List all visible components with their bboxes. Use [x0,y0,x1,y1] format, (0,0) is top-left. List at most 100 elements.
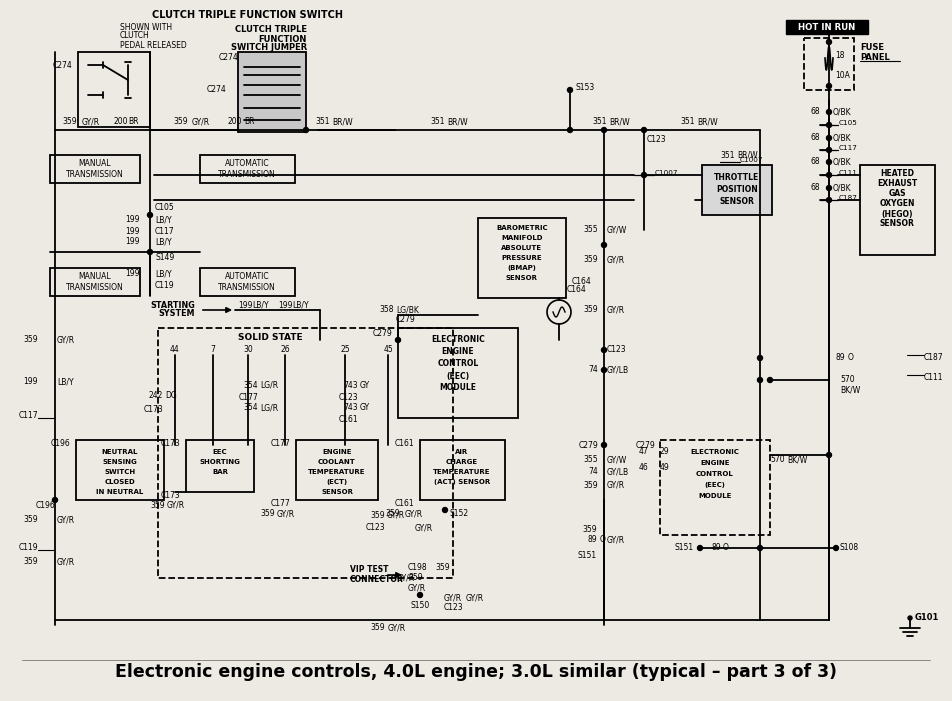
Text: AUTOMATIC
TRANSMISSION: AUTOMATIC TRANSMISSION [218,272,276,292]
Text: DG: DG [165,390,177,400]
Text: C105: C105 [839,120,858,126]
Text: GY/R: GY/R [192,118,210,126]
Text: PANEL: PANEL [860,53,890,62]
Text: MODULE: MODULE [699,493,732,499]
Circle shape [698,545,703,550]
Text: Electronic engine controls, 4.0L engine; 3.0L similar (typical – part 3 of 3): Electronic engine controls, 4.0L engine;… [115,663,837,681]
Text: 359: 359 [370,510,385,519]
Text: 199: 199 [126,215,140,224]
Text: C279: C279 [372,329,392,337]
Text: C279: C279 [635,440,655,449]
Text: C111: C111 [924,374,943,383]
Text: 18: 18 [835,50,844,60]
Text: CLUTCH: CLUTCH [120,32,149,41]
Text: ELECTRONIC: ELECTRONIC [431,336,485,344]
Text: 354: 354 [244,381,258,390]
Text: SOLID STATE: SOLID STATE [238,332,303,341]
Text: BK/W: BK/W [787,456,807,465]
Text: CLOSED: CLOSED [105,479,135,485]
Text: C187: C187 [924,353,943,362]
Text: ABSOLUTE: ABSOLUTE [502,245,543,251]
Text: 68: 68 [810,133,820,142]
Text: 359: 359 [408,573,423,583]
Text: PRESSURE: PRESSURE [502,255,543,261]
Text: SHORTING: SHORTING [200,459,241,465]
Circle shape [758,355,763,360]
Text: 359: 359 [435,564,449,573]
Text: 743: 743 [344,381,358,390]
Text: O/BK: O/BK [833,158,852,167]
Text: AUTOMATIC
TRANSMISSION: AUTOMATIC TRANSMISSION [218,159,276,179]
Text: C196: C196 [35,501,55,510]
Bar [860,165,935,255]
Text: SWITCH JUMPER: SWITCH JUMPER [230,43,307,53]
Text: GY/R: GY/R [57,336,75,344]
Bar [78,52,150,127]
Text: (ECT): (ECT) [327,479,347,485]
Text: 199: 199 [126,228,140,236]
Circle shape [602,367,606,372]
Text: 359: 359 [24,336,38,344]
Text: C198: C198 [408,564,427,573]
Circle shape [826,39,831,44]
Text: CONTROL: CONTROL [437,360,479,369]
Text: O/BK: O/BK [833,107,852,116]
Text: GY/W: GY/W [607,226,627,235]
Text: 359: 359 [24,557,38,566]
Text: S108: S108 [840,543,859,552]
Text: 570: 570 [840,376,855,385]
Text: GY/LB: GY/LB [607,468,629,477]
Text: C279: C279 [578,440,598,449]
Text: LB/Y: LB/Y [252,301,268,310]
Circle shape [567,88,572,93]
Text: 47: 47 [638,447,648,456]
Text: C274: C274 [218,53,238,62]
Text: SENSOR: SENSOR [720,198,754,207]
Text: MANUAL
TRANSMISSION: MANUAL TRANSMISSION [66,159,124,179]
Text: SENSOR: SENSOR [506,275,538,281]
Circle shape [304,128,308,132]
Text: 359: 359 [584,306,598,315]
Text: 359: 359 [150,501,165,510]
Text: ENGINE: ENGINE [322,449,351,455]
Text: IN NEUTRAL: IN NEUTRAL [96,489,144,495]
Text: PEDAL RELEASED: PEDAL RELEASED [120,41,187,50]
Text: C274: C274 [207,86,226,95]
Text: TEMPERATURE: TEMPERATURE [433,469,490,475]
Text: GY/R: GY/R [607,306,625,315]
Text: 74: 74 [588,365,598,374]
Text: 355: 355 [584,226,598,235]
Text: 351: 351 [430,118,445,126]
Text: 359: 359 [62,118,76,126]
Text: O: O [600,536,605,545]
Circle shape [758,545,763,550]
Text: 45: 45 [383,346,393,355]
Text: S151: S151 [675,543,694,552]
Text: GY/R: GY/R [405,510,423,519]
Text: GY/LB: GY/LB [607,365,629,374]
Bar [200,268,295,296]
Circle shape [826,147,831,153]
Bar [158,328,453,578]
Text: C196: C196 [50,440,70,449]
Text: MANUAL
TRANSMISSION: MANUAL TRANSMISSION [66,272,124,292]
Text: 351: 351 [592,118,606,126]
Text: 10A: 10A [835,71,850,79]
Text: C161: C161 [338,416,358,425]
Text: GY/R: GY/R [444,594,462,602]
Text: C173: C173 [143,405,163,414]
Text: 359: 359 [370,623,385,632]
Text: FUNCTION: FUNCTION [259,34,307,43]
Text: C123: C123 [647,135,666,144]
Text: GY/R: GY/R [397,573,415,583]
Circle shape [395,337,401,343]
Bar [660,440,770,535]
Text: GY/R: GY/R [167,501,185,510]
Text: C119: C119 [155,280,174,290]
Text: SENSOR: SENSOR [321,489,353,495]
Text: 44: 44 [170,346,180,355]
Text: 199: 199 [278,301,292,310]
Bar [50,155,140,183]
Text: 26: 26 [280,346,289,355]
Bar [786,20,868,34]
